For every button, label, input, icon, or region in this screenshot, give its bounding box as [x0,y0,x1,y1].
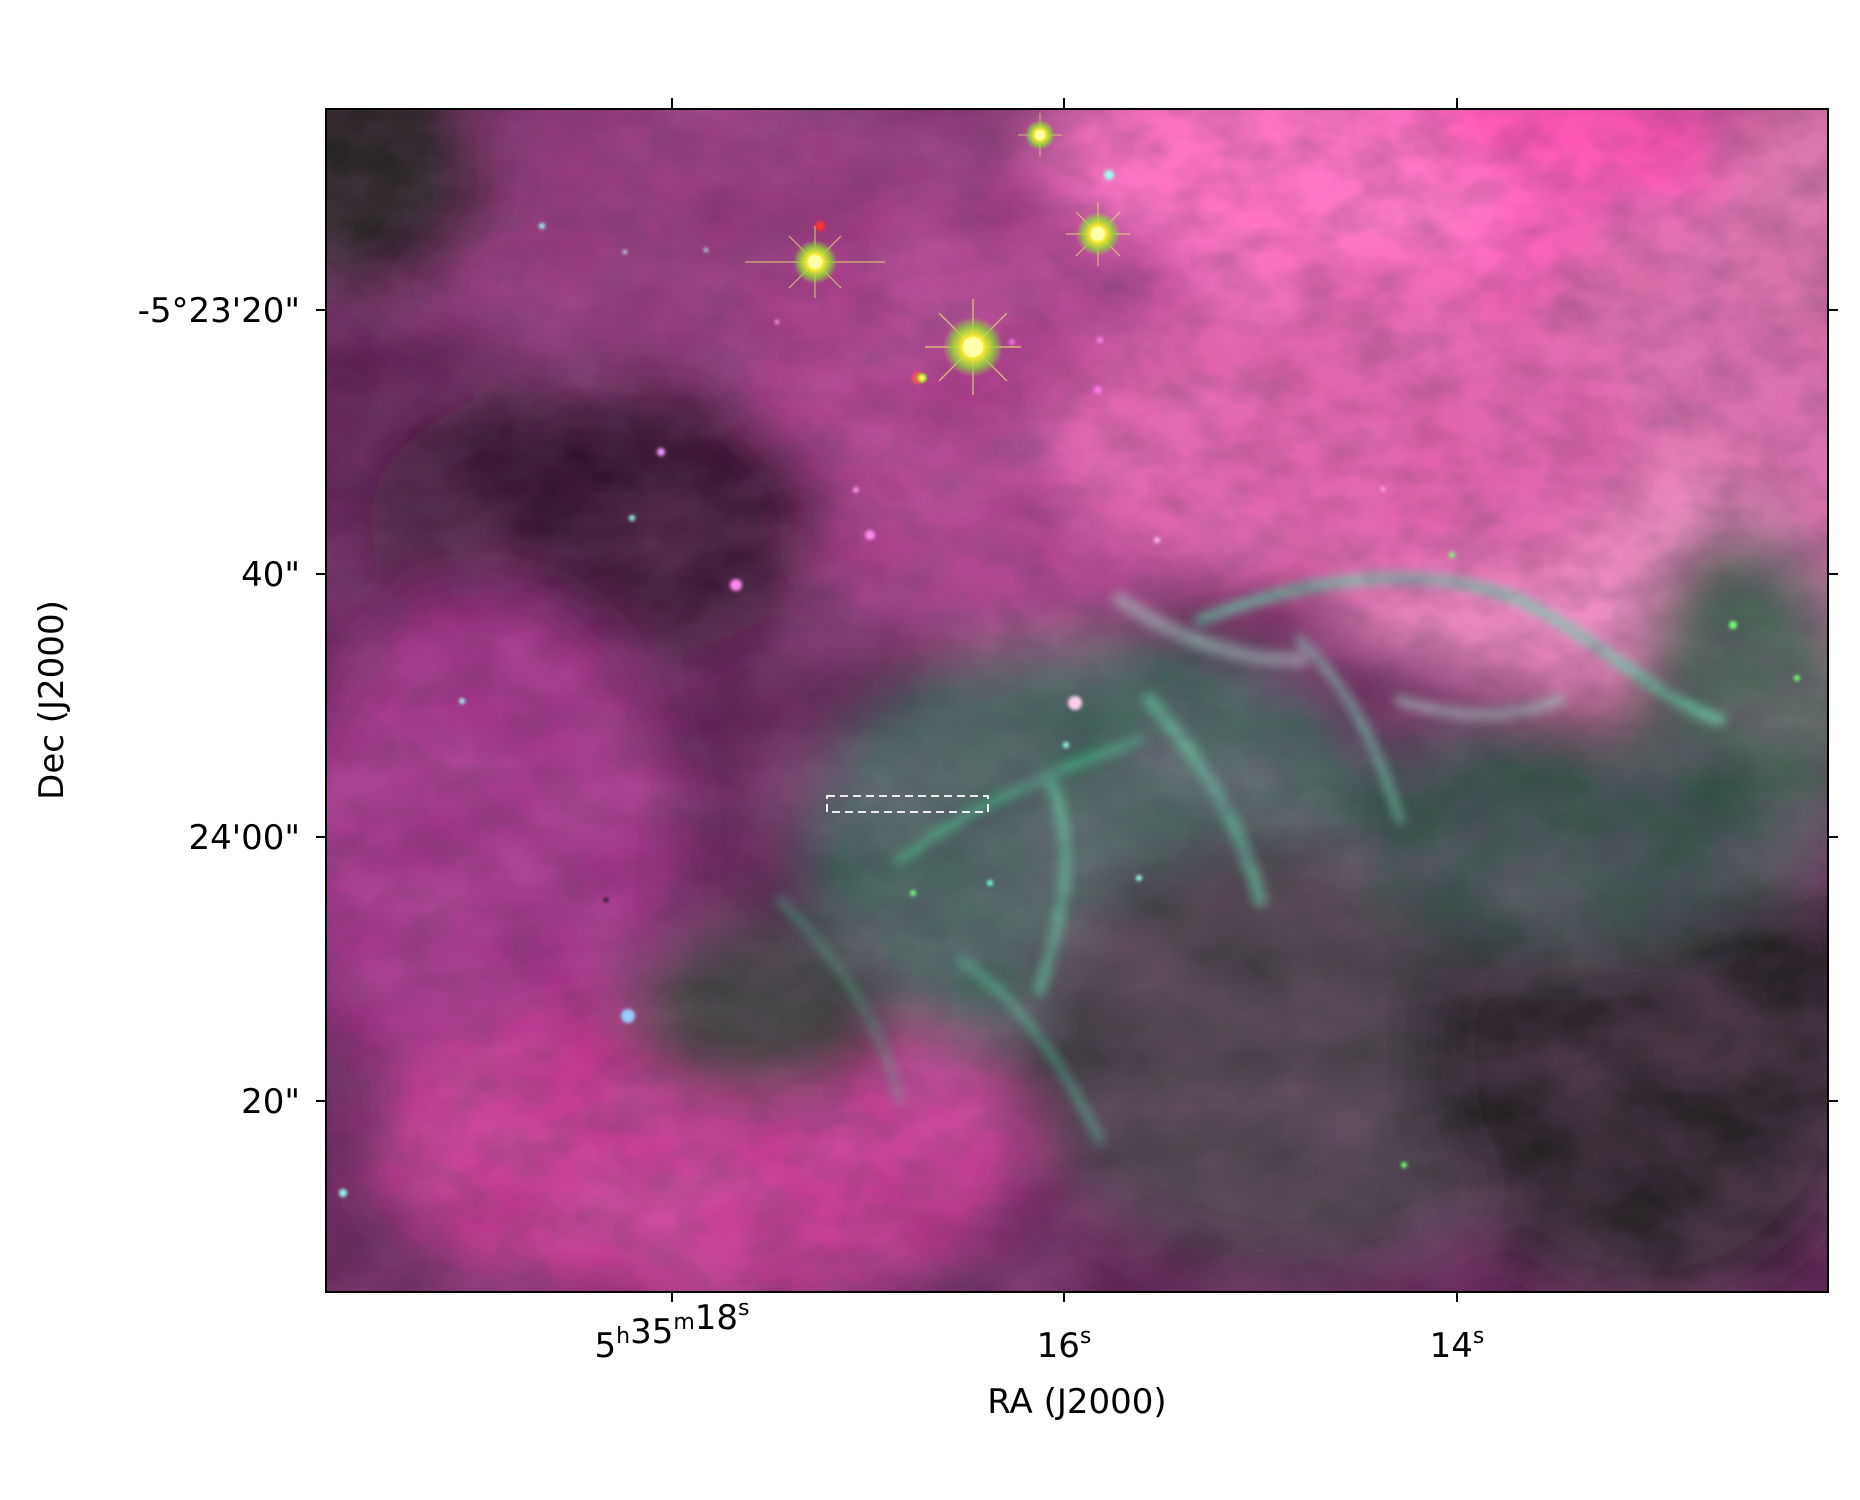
x-tick-label: 16s [1037,1324,1092,1366]
x-tick-label: 5h35m18s [594,1296,749,1366]
tick-marks [316,98,1838,1302]
bright-star [1018,113,1062,157]
bright-star [745,226,885,298]
y-axis-label: Dec (J2000) [32,600,72,800]
y-tick-label: -5°23'20" [138,291,300,331]
nebula-image [326,109,1828,1292]
y-tick-label: 40" [241,555,300,595]
bright-stars [745,113,1130,395]
plot-frame [325,108,1829,1293]
faint-stars [339,170,1800,1197]
bright-star [1066,202,1130,266]
dashed-rectangle-overlay [826,795,989,813]
x-tick-label: 14s [1430,1324,1485,1366]
y-tick-label: 20" [241,1082,300,1122]
y-tick-label: 24'00" [188,818,300,858]
x-axis-label: RA (J2000) [987,1382,1166,1422]
bright-star [916,372,928,384]
bright-star [925,299,1021,395]
